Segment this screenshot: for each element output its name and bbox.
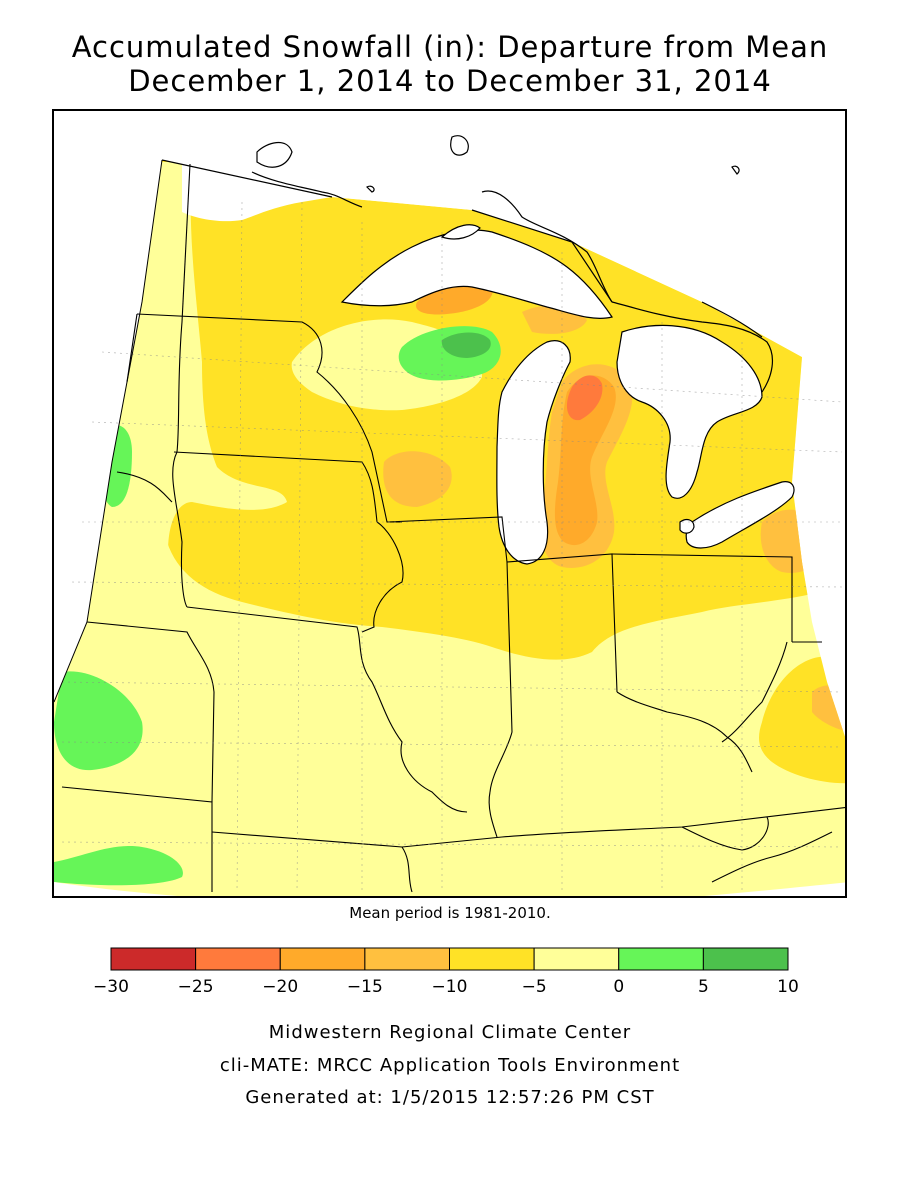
zone-minus15-to-minus10-wisconsin	[383, 451, 452, 507]
state-boundaries	[61, 163, 845, 893]
lake-erie	[685, 481, 795, 549]
county-grid	[61, 201, 843, 893]
lake-michigan	[496, 340, 571, 565]
lake-st-clair	[679, 518, 695, 534]
legend-bin	[110, 947, 197, 971]
legend: −30 −25 −20 −15 −10 −5 0 5 10	[93, 947, 799, 997]
credit-tool: cli-MATE: MRCC Application Tools Environ…	[219, 1055, 681, 1076]
legend-bin	[533, 947, 620, 971]
legend-tick-label: 5	[698, 977, 709, 997]
legend-bin	[702, 947, 789, 971]
legend-tick-labels: −30 −25 −20 −15 −10 −5 0 5 10	[93, 977, 799, 997]
legend-bin	[195, 947, 281, 971]
legend-bin	[449, 947, 535, 971]
map-panel	[52, 109, 847, 898]
lake-huron	[616, 324, 763, 499]
no-data-area	[182, 162, 332, 222]
credit-organization: Midwestern Regional Climate Center	[268, 1022, 632, 1043]
zone-5-to-10-upper-peninsula	[441, 332, 491, 358]
map-title: Accumulated Snowfall (in): Departure fro…	[71, 30, 829, 64]
credit-generated-at: Generated at: 1/5/2015 12:57:26 PM CST	[245, 1087, 655, 1108]
zone-0-to-5-nebraska	[54, 671, 143, 771]
legend-tick-label: −20	[262, 977, 298, 997]
lake-superior	[340, 229, 613, 319]
legend-tick-label: 10	[777, 977, 799, 997]
legend-tick-label: −5	[522, 977, 547, 997]
legend-tick-label: 0	[613, 977, 624, 997]
domain-outline	[54, 159, 163, 703]
map-date-range: December 1, 2014 to December 31, 2014	[128, 64, 772, 98]
isle-royale-area	[440, 224, 481, 240]
legend-color-bar	[110, 947, 789, 971]
legend-bin	[364, 947, 450, 971]
legend-bin	[279, 947, 366, 971]
legend-tick-label: −10	[432, 977, 468, 997]
legend-tick-label: −30	[93, 977, 129, 997]
snowfall-map	[54, 111, 845, 896]
mean-period-note: Mean period is 1981-2010.	[349, 904, 551, 922]
legend-bin	[618, 947, 704, 971]
legend-tick-label: −15	[347, 977, 383, 997]
zone-minus20-to-minus15-michigan	[554, 375, 616, 546]
zone-0-to-5-kansas	[54, 845, 183, 886]
great-lakes	[340, 224, 795, 565]
zone-minus5-to-0-west	[102, 162, 287, 602]
zone-minus25-to-minus20-michigan	[566, 375, 603, 421]
legend-tick-label: −25	[178, 977, 214, 997]
